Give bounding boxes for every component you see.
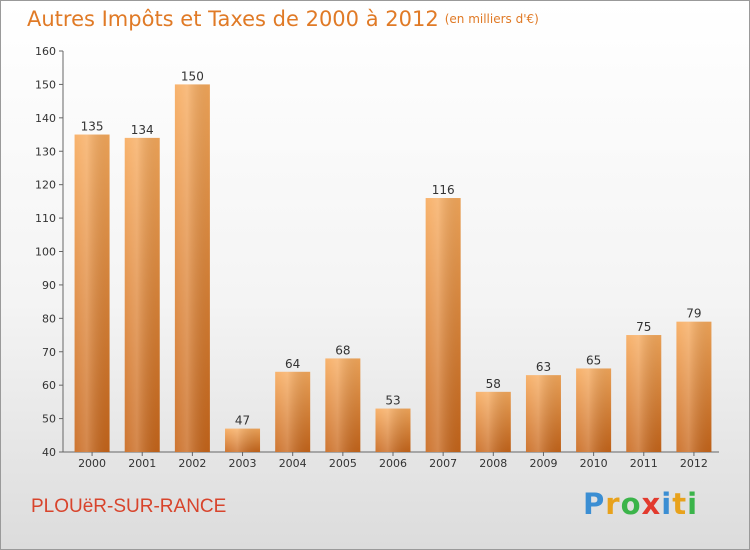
y-tick-label: 80 <box>42 312 56 325</box>
y-tick-label: 160 <box>35 45 56 58</box>
chart-title: Autres Impôts et Taxes de 2000 à 2012 <box>27 7 439 31</box>
y-tick-label: 120 <box>35 179 56 192</box>
bar-value-label: 65 <box>586 353 601 367</box>
x-tick-label: 2003 <box>229 457 257 470</box>
bar-value-label: 68 <box>335 343 350 357</box>
y-tick-label: 50 <box>42 413 56 426</box>
bar-shine <box>174 84 210 453</box>
x-tick-label: 2005 <box>329 457 357 470</box>
bar-shine <box>626 335 662 452</box>
x-tick-label: 2012 <box>680 457 708 470</box>
bar-value-label: 79 <box>686 307 701 321</box>
bar-shine <box>124 137 160 452</box>
logo-letter: o <box>620 487 642 521</box>
logo-letter: i <box>687 487 699 521</box>
bar-value-label: 116 <box>432 183 455 197</box>
y-tick-label: 60 <box>42 379 56 392</box>
bar-shine <box>576 368 612 452</box>
x-tick-label: 2008 <box>479 457 507 470</box>
y-tick-label: 130 <box>35 145 56 158</box>
x-tick-label: 2007 <box>429 457 457 470</box>
chart-unit: (en milliers d'€) <box>444 12 539 26</box>
bar-shine <box>325 358 361 452</box>
bar-value-label: 64 <box>285 357 300 371</box>
bar-shine <box>676 321 712 452</box>
logo-letter: P <box>583 487 606 521</box>
bar-shine <box>275 371 311 452</box>
bar-shine <box>375 408 411 452</box>
x-tick-label: 2000 <box>78 457 106 470</box>
chart-title-block: Autres Impôts et Taxes de 2000 à 2012 (en… <box>27 7 539 31</box>
bar-shine <box>225 428 261 452</box>
bar-shine <box>475 391 511 452</box>
logo-letter: r <box>605 487 621 521</box>
proxiti-logo[interactable]: Proxiti <box>583 487 698 521</box>
bar-value-label: 63 <box>536 360 551 374</box>
bar-value-label: 135 <box>81 120 104 134</box>
y-tick-label: 70 <box>42 346 56 359</box>
bar-value-label: 150 <box>181 69 204 83</box>
bar-shine <box>525 375 561 452</box>
bar-shine <box>74 134 110 452</box>
bars: 135 134 150 47 64 68 53 116 58 63 65 75 79 <box>74 69 712 453</box>
x-tick-label: 2006 <box>379 457 407 470</box>
y-tick-label: 150 <box>35 78 56 91</box>
y-tick-label: 110 <box>35 212 56 225</box>
x-tick-label: 2002 <box>178 457 206 470</box>
bar-value-label: 75 <box>636 320 651 334</box>
bar-value-label: 58 <box>486 377 501 391</box>
bar-value-label: 134 <box>131 123 154 137</box>
x-tick-label: 2010 <box>580 457 608 470</box>
logo-letter: i <box>661 487 673 521</box>
x-tick-label: 2009 <box>529 457 557 470</box>
x-tick-label: 2011 <box>630 457 658 470</box>
bar-shine <box>425 198 461 452</box>
axes: 40 50 60 70 80 90 100 110 120 130 140 150 160 2000 200… <box>35 45 719 470</box>
logo-letter: x <box>641 487 662 521</box>
bar-value-label: 53 <box>385 394 400 408</box>
x-tick-label: 2001 <box>128 457 156 470</box>
bar-value-label: 47 <box>235 414 250 428</box>
y-tick-label: 90 <box>42 279 56 292</box>
y-tick-label: 40 <box>42 446 56 459</box>
logo-letter: t <box>672 487 688 521</box>
x-tick-label: 2004 <box>279 457 307 470</box>
place-name: PLOUëR-SUR-RANCE <box>31 496 227 517</box>
y-tick-label: 140 <box>35 112 56 125</box>
y-tick-label: 100 <box>35 246 56 259</box>
